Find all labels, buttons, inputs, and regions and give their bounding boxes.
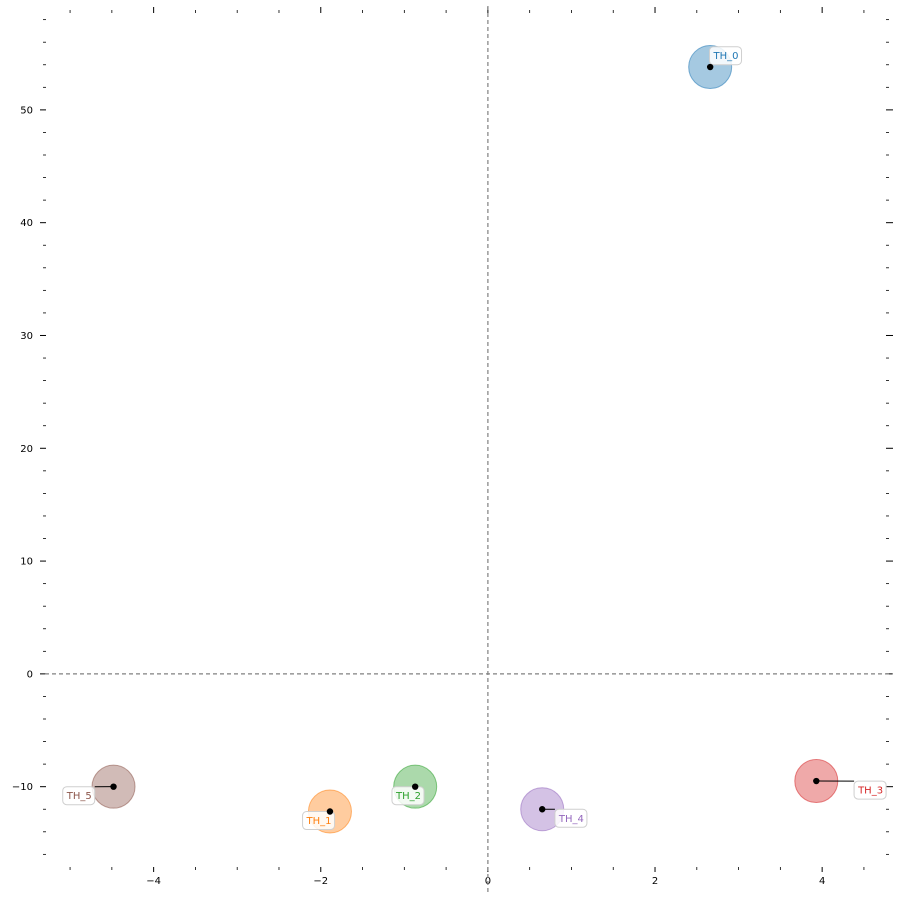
point-group: TH_0 [688, 45, 743, 90]
point-label-box [302, 811, 336, 831]
y-tick-label: −10 [12, 782, 33, 793]
y-tick-label: 50 [20, 105, 33, 116]
point-label: TH_3 [857, 786, 883, 797]
point-label-box [391, 786, 425, 806]
point-marker [326, 808, 334, 815]
point-label: TH_1 [306, 816, 332, 827]
y-tick-label: 0 [27, 669, 33, 680]
x-tick-label: −2 [313, 876, 328, 887]
point-group: TH_3 [794, 759, 887, 804]
point-label: TH_0 [713, 51, 739, 62]
point-label: TH_5 [66, 791, 92, 802]
point-label-box [853, 780, 887, 800]
point-label: TH_4 [558, 814, 584, 825]
y-tick-label: 40 [20, 218, 33, 229]
y-tick-label: 30 [20, 331, 33, 342]
y-tick-label: 20 [20, 444, 33, 455]
point-group: TH_5 [62, 764, 136, 809]
point-marker [813, 777, 820, 785]
reference-lines [45, 6, 893, 895]
point-label-box [62, 786, 96, 806]
x-tick-label: −4 [146, 876, 161, 887]
x-tick-label: 2 [652, 876, 658, 887]
point-label-box [709, 46, 743, 66]
point-marker [706, 63, 714, 71]
point-label-box [554, 808, 588, 828]
point-marker [539, 806, 546, 813]
point-marker [110, 783, 117, 790]
data-points: TH_0 TH_1 TH_2 TH_3 TH_4 TH_5 [62, 45, 887, 834]
point-marker [411, 783, 419, 790]
y-tick-label: 10 [20, 557, 33, 568]
point-label: TH_2 [395, 791, 421, 802]
point-group: TH_4 [520, 787, 588, 832]
point-group: TH_2 [391, 764, 438, 809]
x-tick-label: 4 [819, 876, 825, 887]
point-group: TH_1 [302, 789, 352, 834]
